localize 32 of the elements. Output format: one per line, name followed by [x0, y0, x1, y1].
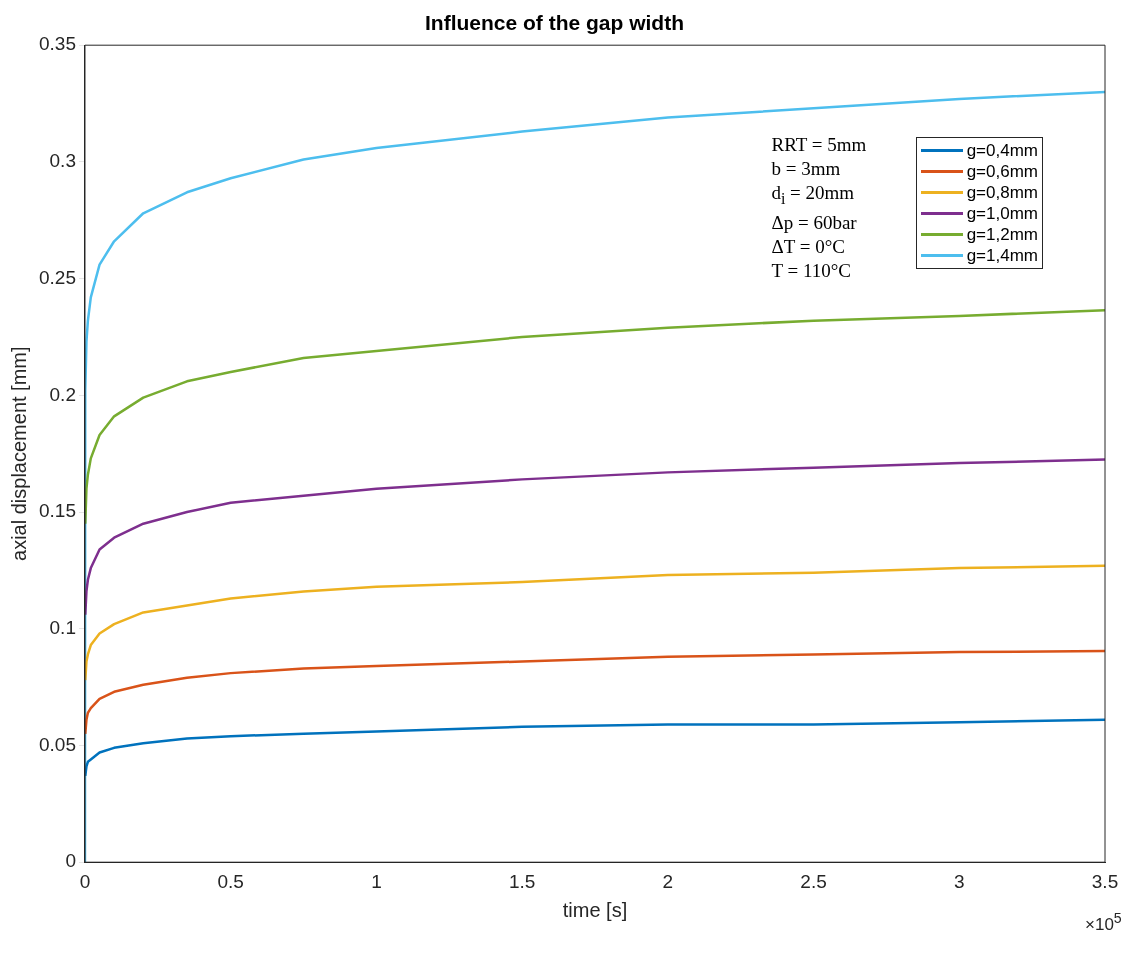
y-tick-label: 0.15 — [39, 500, 76, 522]
x-tick-label: 3 — [953, 870, 965, 892]
annotation: ΔT = 0°C — [771, 235, 846, 259]
annotation: RRT = 5mm — [771, 133, 867, 158]
y-tick-label: 0.05 — [39, 733, 76, 755]
legend-label: g=1,4mm — [966, 245, 1038, 266]
x-tick-label: 1 — [371, 870, 382, 892]
annotation: Δp = 60bar — [771, 211, 858, 235]
x-axis-title: time [s] — [562, 898, 628, 921]
y-tick-label: 0 — [65, 850, 76, 872]
x-tick-label: 0.5 — [217, 870, 244, 892]
legend-label: g=0,4mm — [966, 140, 1038, 161]
y-axis-title: axial displacement [mm] — [7, 346, 30, 561]
y-tick-label: 0.3 — [49, 150, 76, 172]
y-tick-label: 0.2 — [49, 383, 76, 405]
x-tick-label: 2 — [662, 870, 674, 892]
annotation: T = 110°C — [771, 259, 852, 283]
y-tick-label: 0.35 — [39, 33, 76, 55]
legend-label: g=1,0mm — [966, 203, 1038, 224]
x-tick-label: 3.5 — [1091, 870, 1119, 892]
annotation: d$_{i}$ = 20mm — [771, 181, 856, 209]
x-tick-label: 2.5 — [800, 870, 827, 892]
text: ×10$^{5}$ — [1085, 910, 1122, 935]
legend-label: g=1,2mm — [966, 224, 1038, 245]
annotation: b = 3mm — [771, 157, 842, 182]
y-tick-label: 0.1 — [49, 617, 76, 639]
x-tick-label: 0 — [79, 870, 91, 892]
y-tick-label: 0.25 — [39, 266, 76, 288]
x-tick-label: 1.5 — [508, 870, 536, 892]
chart-title: Influence of the gap width — [425, 11, 684, 35]
legend-label: g=0,8mm — [966, 182, 1038, 203]
legend-label: g=0,6mm — [966, 161, 1038, 182]
